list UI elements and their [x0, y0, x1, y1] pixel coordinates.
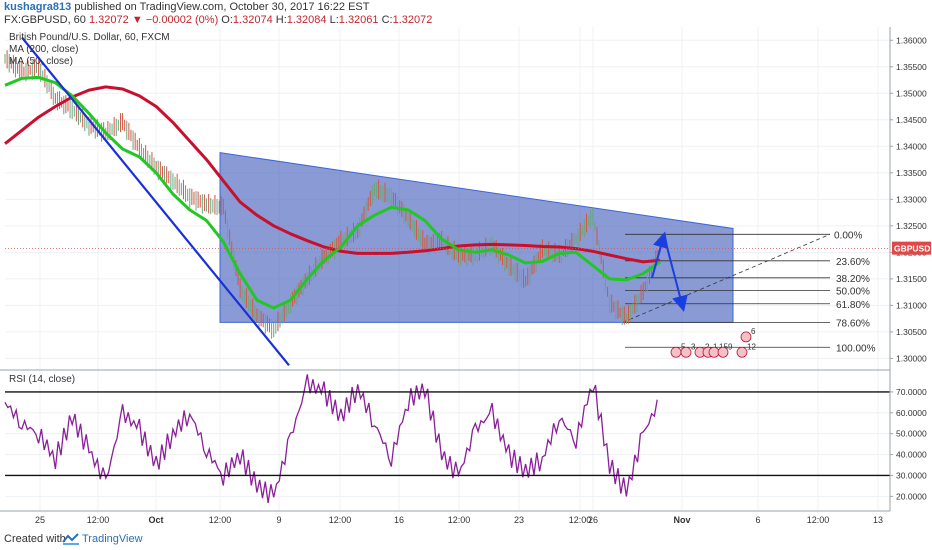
time-tick-label: 12:00 [807, 515, 830, 525]
price-badge-label: GBPUSD [894, 244, 930, 254]
price-axis-bg [890, 27, 932, 529]
low-label: L: [329, 14, 339, 26]
last-price: 1.32072 [88, 14, 129, 26]
flag-icon [708, 346, 720, 358]
price-tick-label: 1.36000 [896, 35, 927, 45]
event-label: 3 [691, 342, 696, 351]
series-title: British Pound/U.S. Dollar, 60, FXCM [9, 32, 170, 43]
ma50-legend: MA (50, close) [9, 56, 73, 67]
time-tick-label: 12:00 [87, 515, 110, 525]
flag-icon [717, 346, 729, 358]
time-tick-label: 12:00 [209, 515, 232, 525]
fib-level-label: 78.60% [836, 318, 870, 329]
fib-trend-line [622, 233, 831, 323]
event-marker[interactable]: 9 [717, 342, 733, 358]
rsi-line[interactable] [4, 374, 658, 504]
time-tick-label: 13 [873, 515, 883, 525]
projection-arrow-down[interactable] [666, 246, 688, 312]
time-tick-label: 25 [35, 515, 45, 525]
price-change: −0.00002 (0%) [145, 14, 219, 26]
event-label: 5 [681, 342, 686, 351]
fib-level-label: 61.80% [836, 300, 870, 311]
time-tick-label: 12:00 [569, 515, 592, 525]
high-label: H: [275, 14, 287, 26]
rsi-legend: RSI (14, close) [9, 374, 75, 385]
event-marker[interactable]: 6 [740, 327, 756, 343]
open-label: O: [221, 14, 233, 26]
ohlc-line: FX:GBPUSD, 60 1.32072 ▼ −0.00002 (0%) O:… [4, 14, 432, 27]
flag-icon [670, 346, 682, 358]
price-tick-label: 1.30500 [896, 327, 927, 337]
price-tick-label: 1.35000 [896, 88, 927, 98]
tradingview-logo-icon [62, 533, 79, 545]
fib-level-label: 0.00% [834, 230, 862, 241]
time-tick-label: 6 [755, 515, 760, 525]
ma50-line[interactable] [4, 75, 661, 310]
rsi-tick-label: 70.0000 [896, 387, 927, 397]
event-label: 15 [719, 342, 728, 351]
time-tick-label: 16 [394, 515, 404, 525]
rsi-tick-label: 30.0000 [896, 470, 927, 480]
ma200-line[interactable] [4, 85, 661, 264]
event-marker[interactable]: 3 [680, 342, 696, 358]
flag-icon [740, 331, 752, 343]
price-chart[interactable]: 0.00% 23.60% 38.20% 50.00% 61.80% 78.60% 100.0… [0, 27, 932, 529]
high-value: 1.32084 [286, 14, 327, 26]
published-text: published on TradingView.com, October 30… [74, 1, 370, 13]
publish-line: kushagra813 published on TradingView.com… [4, 1, 369, 14]
price-tick-label: 1.30000 [896, 353, 927, 363]
price-tick-label: 1.31000 [896, 300, 927, 310]
rsi-tick-label: 60.0000 [896, 408, 927, 418]
time-tick-label: 23 [514, 515, 524, 525]
ma200-legend: MA (200, close) [9, 44, 78, 55]
fib-level-label: 50.00% [836, 287, 870, 298]
event-label: 12 [747, 342, 756, 351]
price-tick-label: 1.33500 [896, 168, 927, 178]
down-arrow-icon: ▼ [131, 14, 143, 26]
time-tick-label: Nov [673, 515, 690, 525]
close-label: C: [381, 14, 393, 26]
price-tick-label: 1.33000 [896, 194, 927, 204]
price-tick-label: 1.35500 [896, 62, 927, 72]
event-label: 1 [713, 342, 718, 351]
tradingview-brand[interactable]: TradingView [82, 533, 143, 545]
author-name[interactable]: kushagra813 [4, 1, 72, 13]
price-badge[interactable] [892, 241, 931, 255]
event-label: 2 [705, 342, 710, 351]
low-value: 1.32061 [338, 14, 379, 26]
rsi-tick-label: 20.0000 [896, 491, 927, 501]
price-tick-label: 1.31500 [896, 274, 927, 284]
close-value: 1.32072 [392, 14, 433, 26]
rsi-tick-label: 40.0000 [896, 450, 927, 460]
price-tick-label: 1.34500 [896, 115, 927, 125]
flag-icon [736, 346, 748, 358]
projection-arrow-up[interactable] [651, 231, 669, 279]
fib-level-label: 100.00% [836, 343, 876, 354]
chart-header: kushagra813 published on TradingView.com… [0, 0, 932, 27]
time-tick-label: 26 [588, 515, 598, 525]
flag-icon [680, 346, 692, 358]
price-tick-label: 1.34000 [896, 141, 927, 151]
fib-level-label: 38.20% [836, 274, 870, 285]
time-tick-label: 9 [276, 515, 281, 525]
event-label: 6 [751, 327, 756, 336]
symbol-label: FX:GBPUSD, 60 [4, 14, 86, 26]
price-tick-label: 1.32500 [896, 221, 927, 231]
descending-trendline[interactable] [21, 36, 290, 366]
rsi-tick-label: 50.0000 [896, 429, 927, 439]
event-marker[interactable]: 12 [736, 342, 756, 358]
time-tick-label: Oct [148, 515, 163, 525]
fib-level-label: 23.60% [836, 257, 870, 268]
created-with-text: Created with [4, 533, 66, 545]
time-tick-label: 12:00 [448, 515, 471, 525]
footer: Created with TradingView [0, 529, 932, 550]
open-value: 1.32074 [232, 14, 273, 26]
event-label: 9 [728, 342, 733, 351]
time-tick-label: 12:00 [329, 515, 352, 525]
